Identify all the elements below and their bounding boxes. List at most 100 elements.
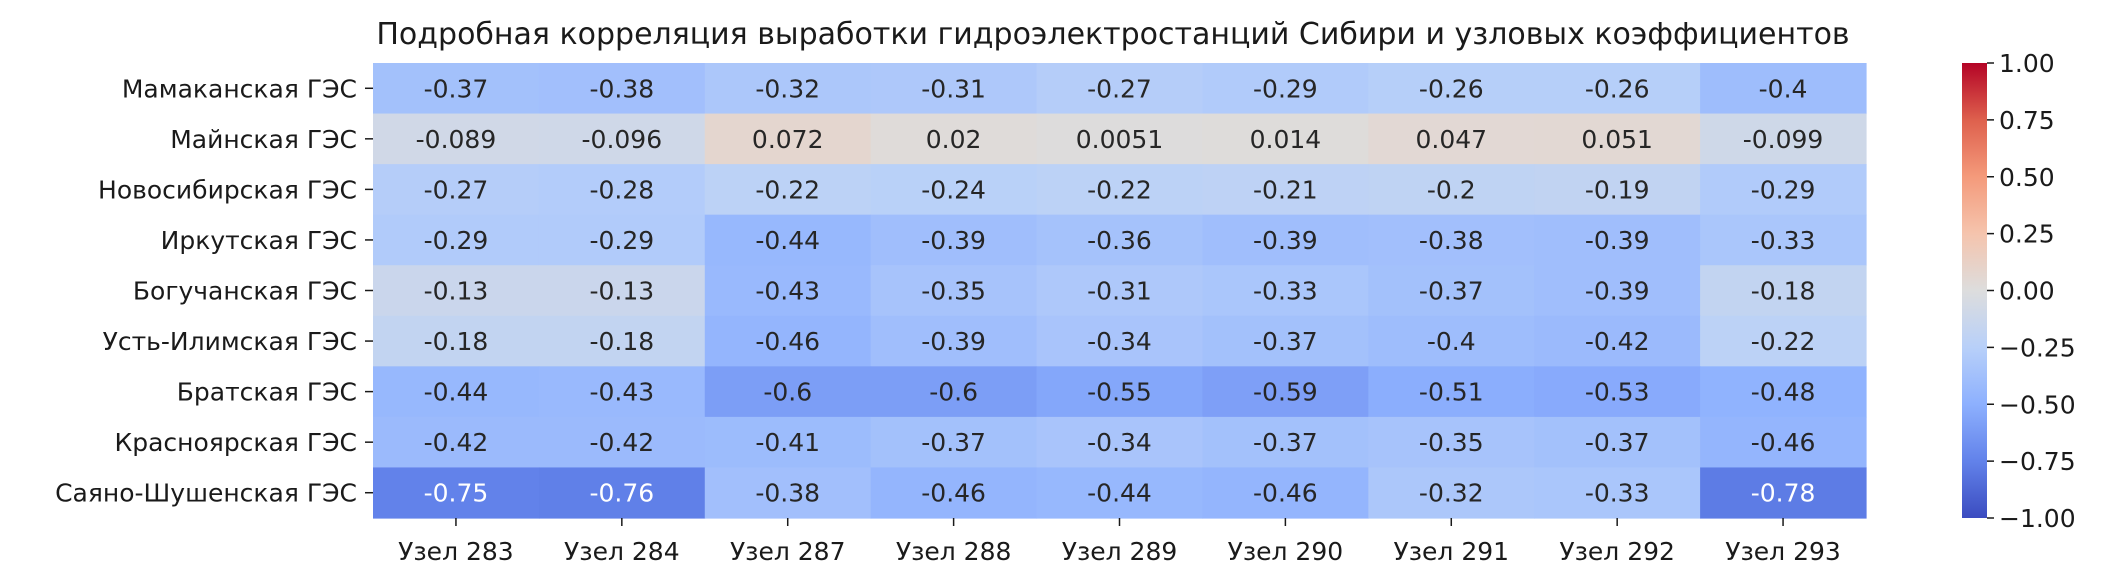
heatmap-cell xyxy=(1202,416,1369,469)
heatmap-cell xyxy=(1700,265,1867,317)
cell-value-label: 0.02 xyxy=(926,125,982,154)
heatmap-cell xyxy=(1534,265,1701,317)
heatmap-cell xyxy=(1700,113,1867,165)
cell-value-label: -0.44 xyxy=(1087,479,1152,508)
heatmap-cell xyxy=(1202,315,1369,367)
heatmap-cell xyxy=(1202,63,1369,115)
heatmap-cell xyxy=(704,113,872,165)
heatmap-cell xyxy=(870,416,1038,469)
colorbar-tick-label: 0.25 xyxy=(1999,220,2055,249)
cell-value-label: -0.27 xyxy=(424,175,489,204)
cell-value-label: -0.13 xyxy=(424,277,489,306)
heatmap-cell xyxy=(870,265,1038,317)
cell-value-label: -0.22 xyxy=(1751,327,1816,356)
heatmap-cell xyxy=(870,113,1038,165)
colorbar-tick-label: −0.50 xyxy=(1999,390,2076,419)
cell-value-label: -0.38 xyxy=(589,74,654,103)
column-label: Узел 293 xyxy=(1725,537,1841,566)
heatmap-cell xyxy=(1202,214,1369,266)
heatmap-cell xyxy=(870,366,1038,418)
heatmap-cell xyxy=(870,214,1038,266)
heatmap-cell xyxy=(538,315,706,367)
heatmap-cell xyxy=(373,366,540,418)
heatmap-cell xyxy=(1534,164,1701,216)
colorbar-tick-label: −1.00 xyxy=(1999,504,2076,533)
heatmap-cell xyxy=(704,265,872,317)
heatmap-cell xyxy=(538,164,706,216)
cell-value-label: -0.24 xyxy=(921,175,986,204)
colorbar-tick-label: −0.75 xyxy=(1999,447,2076,476)
heatmap-cell xyxy=(1036,214,1204,266)
heatmap-cell xyxy=(538,366,706,418)
cell-value-label: -0.19 xyxy=(1585,175,1650,204)
row-labels: Мамаканская ГЭС Майнская ГЭС Новосибирская… xyxy=(55,74,373,508)
row-label: Майнская ГЭС xyxy=(170,125,357,154)
cell-value-label: -0.43 xyxy=(589,378,654,407)
row-label: Красноярская ГЭС xyxy=(114,428,357,457)
heatmap-cell xyxy=(538,63,706,115)
heatmap-cell xyxy=(1368,214,1535,266)
heatmap-cell xyxy=(1368,113,1535,165)
heatmap-cell xyxy=(1534,366,1701,418)
cell-value-label: -0.37 xyxy=(921,428,986,457)
heatmap-cell xyxy=(538,214,706,266)
cell-value-label: -0.55 xyxy=(1087,378,1152,407)
heatmap-cell xyxy=(1700,214,1867,266)
heatmap-cell xyxy=(373,63,540,115)
cell-value-label: -0.31 xyxy=(921,74,986,103)
heatmap-cell xyxy=(373,315,540,367)
cell-value-label: -0.28 xyxy=(589,175,654,204)
cell-value-label: -0.36 xyxy=(1087,226,1152,255)
heatmap-cell xyxy=(1036,315,1204,367)
cell-value-label: -0.4 xyxy=(1759,74,1808,103)
heatmap-cell xyxy=(538,265,706,317)
cell-value-label: -0.27 xyxy=(1087,74,1152,103)
cell-value-label: -0.34 xyxy=(1087,327,1152,356)
heatmap-cell xyxy=(1534,315,1701,367)
heatmap-cell xyxy=(1202,366,1369,418)
heatmap-cell xyxy=(1036,467,1204,519)
heatmap-cell xyxy=(1368,315,1535,367)
cell-value-label: -0.39 xyxy=(921,226,986,255)
cell-value-label: -0.18 xyxy=(589,327,654,356)
cell-value-label: -0.4 xyxy=(1427,327,1476,356)
column-label: Узел 283 xyxy=(398,537,514,566)
cell-value-label: -0.32 xyxy=(1419,479,1484,508)
heatmap-cell xyxy=(1534,467,1701,519)
cell-value-label: -0.18 xyxy=(424,327,489,356)
heatmap-cell xyxy=(373,416,540,469)
heatmap-cell xyxy=(538,467,706,519)
row-label: Братская ГЭС xyxy=(177,378,357,407)
cell-value-label: -0.42 xyxy=(589,428,654,457)
cell-value-label: 0.014 xyxy=(1250,125,1322,154)
cell-value-label: -0.75 xyxy=(424,479,489,508)
heatmap-cell xyxy=(1036,366,1204,418)
heatmap-cell xyxy=(1534,416,1701,469)
cell-value-label: -0.29 xyxy=(1751,175,1816,204)
heatmap-cell xyxy=(870,315,1038,367)
colorbar-tick-label: 1.00 xyxy=(1999,49,2055,78)
cell-value-label: -0.33 xyxy=(1751,226,1816,255)
cell-value-label: 0.051 xyxy=(1581,125,1653,154)
heatmap-cell xyxy=(704,214,872,266)
cell-value-label: -0.21 xyxy=(1253,175,1318,204)
cell-value-label: -0.29 xyxy=(589,226,654,255)
row-label: Богучанская ГЭС xyxy=(133,277,357,306)
cell-value-label: -0.35 xyxy=(921,277,986,306)
column-labels: Узел 283 Узел 284 Узел 287 Узел 288 Узел 289… xyxy=(398,518,1841,566)
heatmap-cell xyxy=(373,214,540,266)
heatmap-cell xyxy=(1534,113,1701,165)
cell-value-label: -0.46 xyxy=(755,327,820,356)
heatmap-cell xyxy=(538,416,706,469)
chart-title: Подробная корреляция выработки гидроэлек… xyxy=(376,17,1849,52)
cell-value-label: 0.0051 xyxy=(1076,125,1163,154)
cell-value-label: -0.6 xyxy=(929,378,978,407)
row-label: Мамаканская ГЭС xyxy=(122,74,357,103)
cell-value-label: -0.6 xyxy=(763,378,812,407)
colorbar-tick-label: 0.00 xyxy=(1999,277,2055,306)
cell-value-label: -0.35 xyxy=(1419,428,1484,457)
heatmap-cell xyxy=(1700,467,1867,519)
cell-value-label: -0.31 xyxy=(1087,277,1152,306)
heatmap-cell xyxy=(870,63,1038,115)
cell-value-label: -0.33 xyxy=(1585,479,1650,508)
